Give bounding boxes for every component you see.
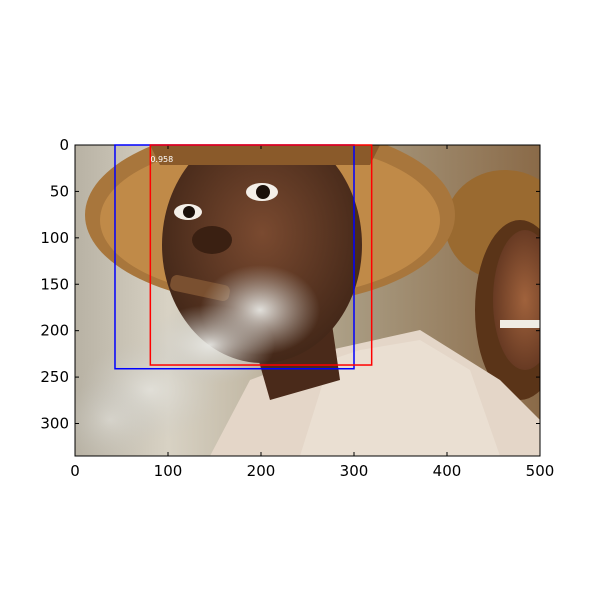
x-tick-label: 400 bbox=[433, 462, 462, 480]
detection-boxes: 0.958 bbox=[114, 144, 373, 370]
x-tick-label: 0 bbox=[70, 462, 80, 480]
y-tick-label: 300 bbox=[40, 415, 69, 433]
y-tick-label: 100 bbox=[40, 229, 69, 247]
x-tick-label: 100 bbox=[154, 462, 183, 480]
axis-ticks: 0 100 200 300 400 500 0 50 100 150 200 250 300 bbox=[40, 136, 554, 480]
y-tick-label: 250 bbox=[40, 368, 69, 386]
y-tick-label: 0 bbox=[59, 136, 69, 154]
y-tick-label: 150 bbox=[40, 275, 69, 293]
score-label: 0.958 bbox=[150, 155, 173, 164]
photo-image bbox=[75, 145, 540, 456]
x-tick-label: 200 bbox=[247, 462, 276, 480]
y-tick-label: 50 bbox=[50, 182, 69, 200]
x-tick-label: 300 bbox=[340, 462, 369, 480]
red-box bbox=[149, 144, 373, 366]
y-tick-label: 200 bbox=[40, 322, 69, 340]
x-tick-label: 500 bbox=[526, 462, 555, 480]
